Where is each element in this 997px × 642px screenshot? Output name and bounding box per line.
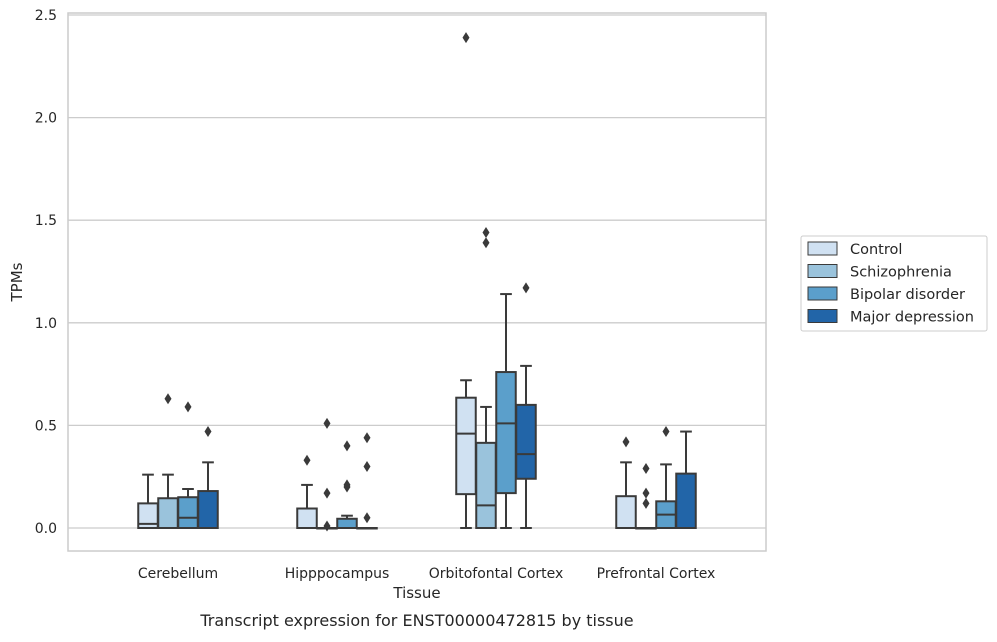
box-control — [455, 32, 477, 529]
gridlines — [68, 14, 766, 529]
outlier-point — [642, 462, 650, 474]
box-major-depression — [515, 282, 537, 529]
outlier-point — [303, 454, 311, 466]
legend-swatch — [807, 286, 838, 301]
outlier-point — [184, 401, 192, 413]
box-control — [615, 436, 637, 529]
chart-title: Transcript expression for ENST0000047281… — [199, 611, 633, 630]
outlier-point — [164, 393, 172, 405]
outlier-point — [363, 512, 371, 524]
outlier-point — [522, 282, 530, 294]
box-bipolar-disorder — [336, 440, 358, 529]
y-tick-label: 2.0 — [35, 111, 57, 127]
outlier-point — [363, 460, 371, 472]
outlier-point — [343, 479, 351, 491]
outlier-point — [662, 426, 670, 438]
legend-frame — [800, 235, 988, 332]
y-tick-label: 2.5 — [35, 8, 57, 24]
y-tick-labels: 0.0 0.5 1.0 1.5 2.0 2.5 — [35, 8, 57, 537]
x-tick-label: Hipppocampus — [285, 566, 390, 582]
box-schizophrenia — [316, 417, 338, 532]
box-iqr — [157, 497, 179, 530]
legend-swatch — [807, 241, 838, 256]
outlier-point — [462, 32, 470, 44]
outlier-point — [482, 237, 490, 249]
outlier-point — [642, 497, 650, 509]
legend-swatch — [807, 309, 838, 323]
box-bipolar-disorder — [495, 293, 517, 529]
box-iqr — [495, 371, 517, 495]
y-axis-label: TPMs — [8, 262, 26, 302]
box-iqr — [177, 496, 199, 530]
x-axis-label: Tissue — [392, 584, 440, 602]
outlier-point — [323, 520, 331, 532]
y-tick-label: 1.0 — [35, 316, 57, 332]
outlier-point — [622, 436, 630, 448]
x-tick-labels: Cerebellum Hipppocampus Orbitofontal Corte… — [138, 566, 715, 582]
legend-label: Control — [850, 242, 902, 258]
outlier-point — [204, 426, 212, 438]
box-major-depression — [675, 430, 697, 530]
plot-frame — [67, 12, 767, 552]
box-bipolar-disorder — [655, 426, 677, 530]
legend-label: Schizophrenia — [850, 265, 952, 281]
box-bipolar-disorder — [177, 401, 199, 530]
box-iqr — [615, 495, 637, 529]
box-major-depression — [197, 426, 219, 529]
outlier-point — [642, 487, 650, 499]
box-schizophrenia — [157, 393, 179, 530]
box-major-depression — [356, 432, 378, 530]
box-iqr — [296, 507, 318, 530]
y-tick-label: 0.5 — [35, 418, 57, 434]
outlier-point — [323, 417, 331, 429]
box-iqr — [455, 396, 477, 496]
box-control — [296, 454, 318, 530]
box-iqr — [197, 490, 219, 529]
legend-swatch — [807, 264, 838, 278]
legend: Control Schizophrenia Bipolar disorder Majo… — [800, 235, 988, 332]
outlier-point — [323, 487, 331, 499]
outlier-point — [363, 432, 371, 444]
boxes — [137, 32, 697, 532]
outlier-point — [482, 227, 490, 239]
legend-label: Bipolar disorder — [850, 287, 965, 303]
x-tick-label: Prefrontal Cortex — [597, 566, 716, 582]
legend-label: Major depression — [850, 310, 974, 326]
box-iqr — [515, 403, 537, 480]
box-control — [137, 473, 159, 530]
box-iqr — [336, 517, 358, 529]
box-iqr — [475, 441, 497, 530]
box-schizophrenia — [635, 462, 657, 530]
box-iqr — [675, 472, 697, 530]
y-tick-label: 1.5 — [35, 213, 57, 229]
outlier-point — [343, 440, 351, 452]
box-schizophrenia — [475, 227, 497, 530]
x-tick-label: Orbitofontal Cortex — [429, 566, 564, 582]
x-tick-label: Cerebellum — [138, 566, 218, 582]
y-tick-label: 0.0 — [35, 521, 57, 537]
